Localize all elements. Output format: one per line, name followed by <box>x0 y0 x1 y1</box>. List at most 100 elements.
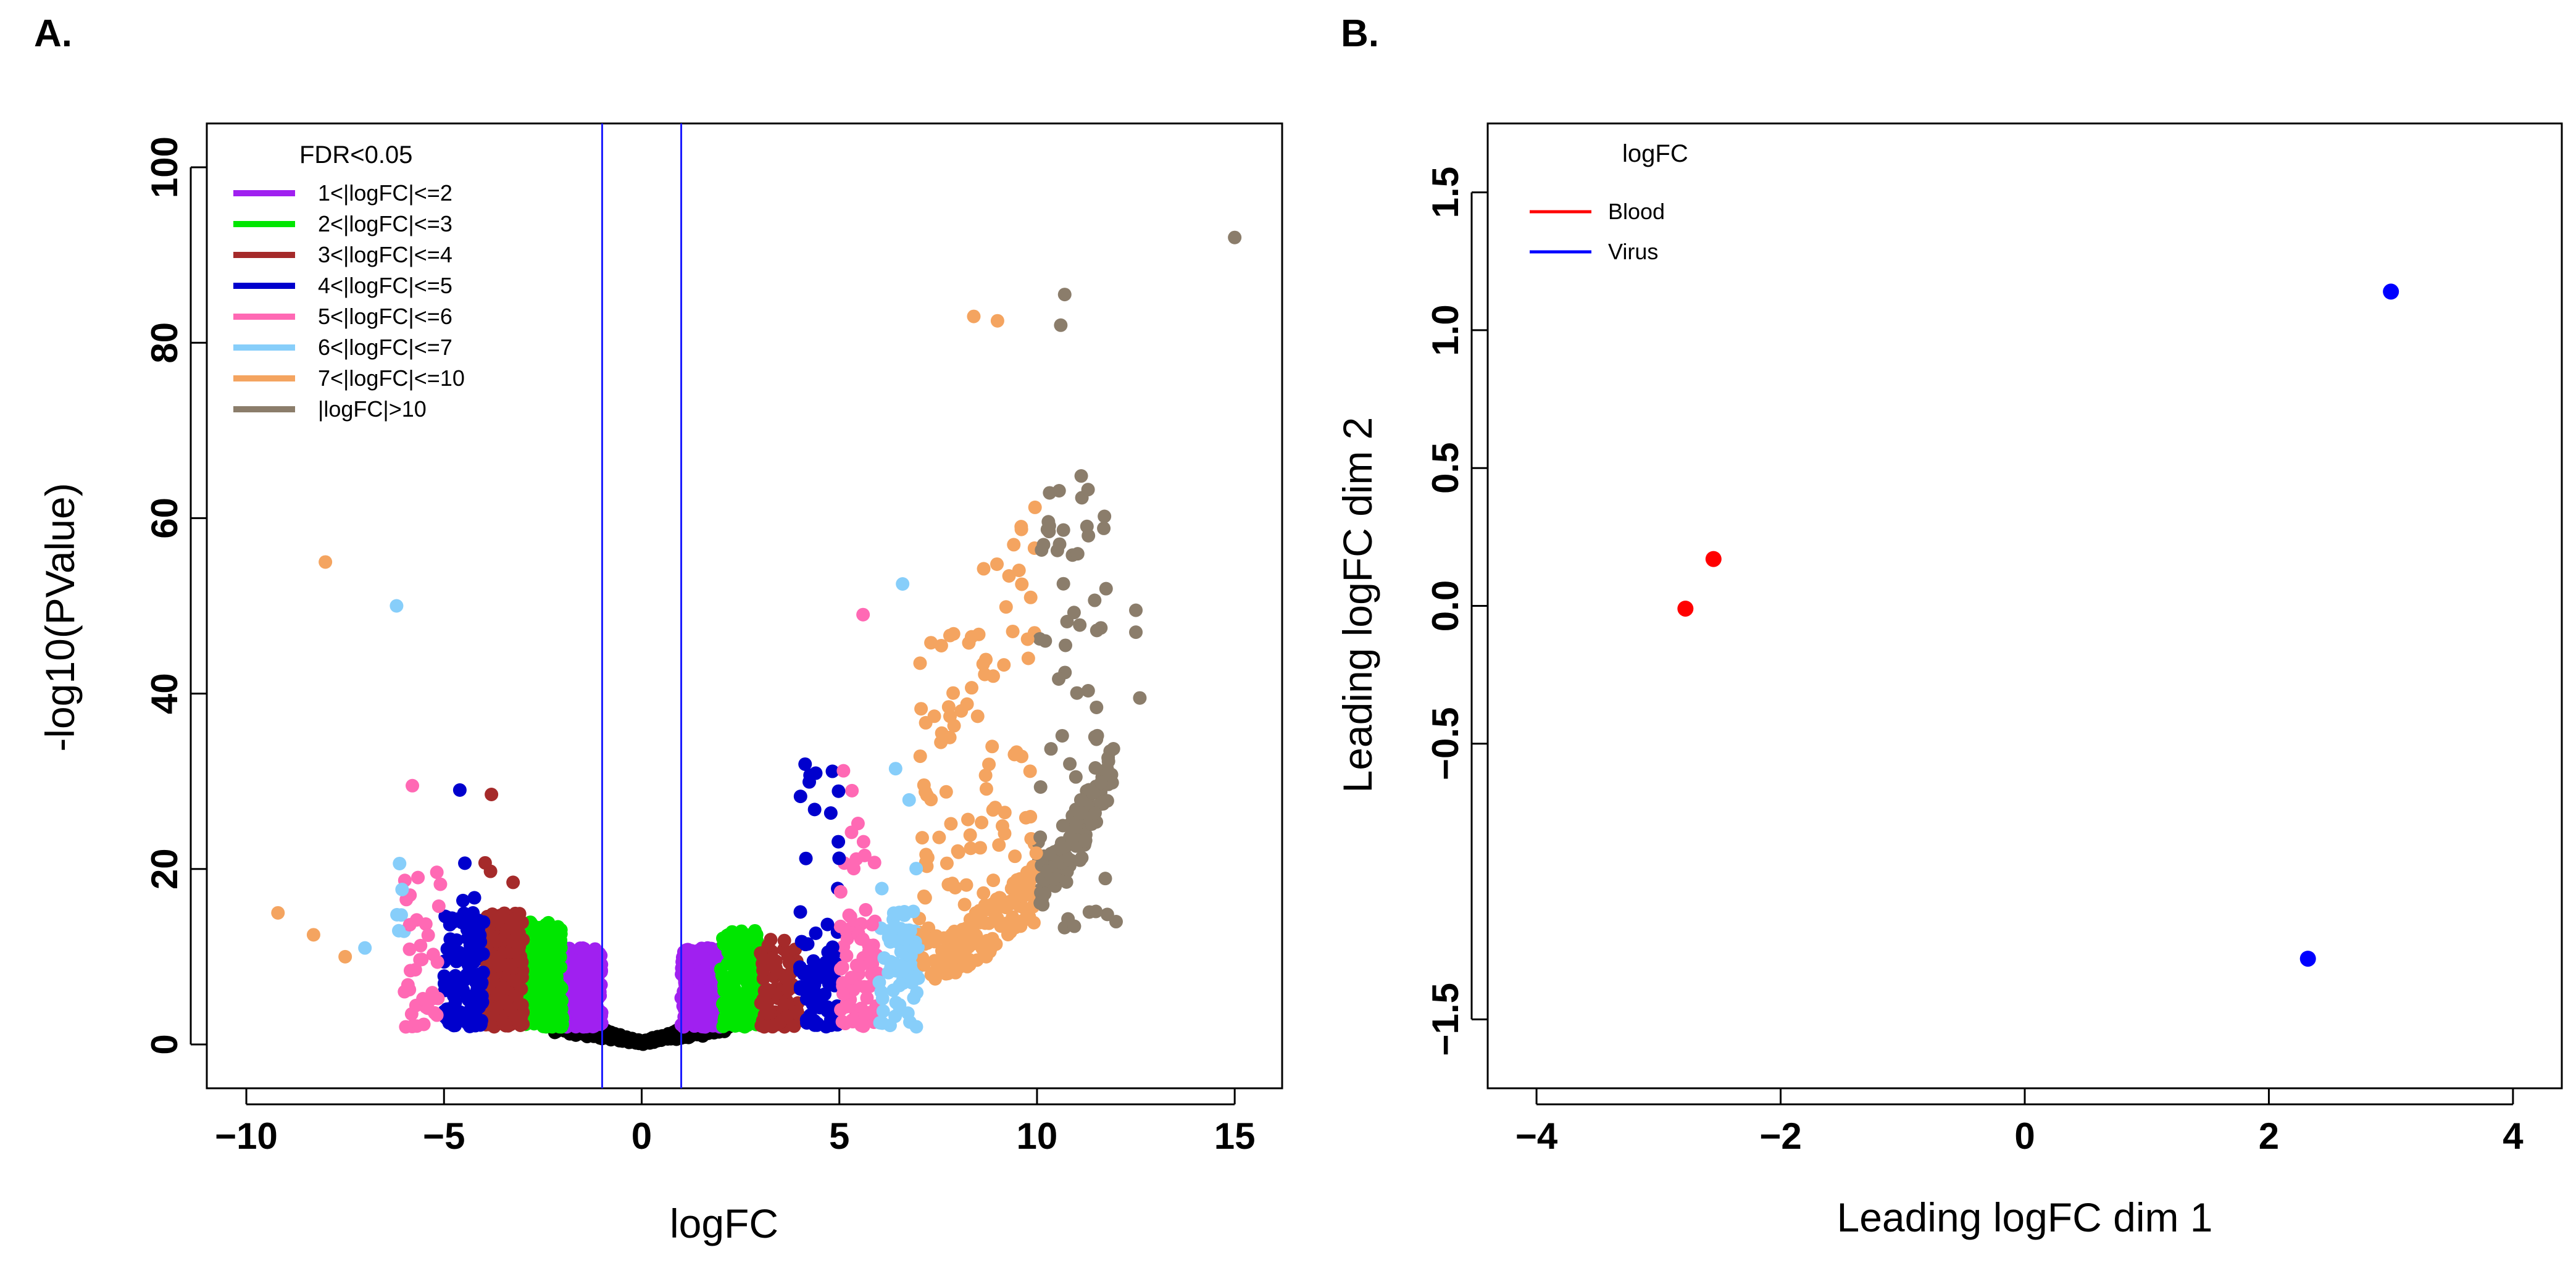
volcano-point <box>1023 590 1038 604</box>
volcano-point <box>1020 875 1034 889</box>
volcano-point <box>573 982 587 996</box>
volcano-point <box>906 904 920 919</box>
x-tick-label: 0 <box>2014 1115 2035 1157</box>
volcano-point <box>306 928 320 942</box>
volcano-point <box>531 958 546 972</box>
volcano-point <box>909 1020 923 1034</box>
x-tick-label: 10 <box>1017 1115 1058 1157</box>
volcano-point <box>840 999 854 1014</box>
volcano-point <box>948 965 962 980</box>
volcano-point <box>1069 770 1083 784</box>
volcano-point <box>1088 761 1103 775</box>
volcano-point <box>744 983 759 998</box>
volcano-point <box>798 938 812 952</box>
x-tick-label: −4 <box>1515 1115 1558 1157</box>
volcano-point <box>338 949 352 964</box>
volcano-point <box>814 970 828 984</box>
volcano-point <box>867 856 882 870</box>
volcano-point <box>1020 632 1035 646</box>
volcano-point <box>1075 806 1089 820</box>
volcano-x-axis: −10 −5 0 5 10 15 <box>215 1088 1256 1157</box>
volcano-point <box>697 1015 711 1030</box>
volcano-point <box>1023 885 1037 899</box>
volcano-point <box>856 932 870 946</box>
volcano-point <box>1133 691 1147 705</box>
volcano-point <box>730 990 744 1004</box>
y-tick-label: −1.5 <box>1425 983 1466 1056</box>
volcano-point <box>853 959 867 973</box>
volcano-point <box>1038 886 1052 901</box>
x-tick-label: −5 <box>423 1115 465 1157</box>
volcano-point <box>1086 786 1100 800</box>
volcano-point <box>1089 904 1103 919</box>
legend-entry-label: 2<|logFC|<=3 <box>318 211 452 236</box>
volcano-point <box>787 1019 801 1033</box>
volcano-point <box>419 917 433 931</box>
volcano-point <box>1074 469 1088 483</box>
volcano-point <box>770 1017 785 1031</box>
volcano-point <box>973 841 987 855</box>
volcano-point <box>411 870 425 885</box>
volcano-point <box>499 1017 513 1031</box>
volcano-point <box>567 1006 581 1020</box>
volcano-point <box>512 940 527 954</box>
y-tick-label: 0 <box>144 1034 185 1054</box>
volcano-point <box>504 1003 518 1017</box>
volcano-point <box>401 978 415 992</box>
volcano-point <box>951 845 965 859</box>
volcano-point <box>917 958 931 972</box>
volcano-point <box>456 893 470 907</box>
volcano-point <box>846 983 861 997</box>
volcano-point <box>858 1007 872 1022</box>
volcano-point <box>798 757 812 771</box>
volcano-point <box>749 928 764 942</box>
threshold-lines <box>601 123 683 1088</box>
volcano-point <box>1015 749 1029 764</box>
volcano-point <box>1028 500 1042 514</box>
volcano-point <box>1023 764 1037 778</box>
volcano-point <box>1129 603 1143 617</box>
volcano-point <box>513 954 527 969</box>
volcano-legend-title: FDR<0.05 <box>299 141 412 169</box>
volcano-point <box>932 830 946 844</box>
volcano-point <box>946 627 961 641</box>
volcano-point <box>490 987 504 1001</box>
mds-y-axis: −1.5 −0.5 0.0 0.5 1.0 1.5 <box>1425 167 1488 1056</box>
volcano-point <box>443 932 457 946</box>
x-tick-label: 0 <box>631 1115 652 1157</box>
volcano-point <box>801 964 815 978</box>
volcano-point <box>1060 615 1074 629</box>
mds-plot: −4 −2 0 2 4 −1.5 −0.5 0.0 0.5 1.0 1.5 Leading log… <box>1335 122 2563 1240</box>
volcano-point <box>969 928 983 943</box>
legend-entry-label: 7<|logFC|<=10 <box>318 365 465 391</box>
volcano-point <box>716 997 730 1011</box>
volcano-point <box>1129 625 1143 640</box>
volcano-point <box>1099 581 1113 596</box>
volcano-x-label: logFC <box>670 1201 778 1246</box>
volcano-point <box>859 902 873 917</box>
volcano-point <box>812 996 827 1010</box>
volcano-point <box>552 1005 567 1019</box>
y-tick-label: 1.0 <box>1425 304 1466 356</box>
volcano-point <box>844 825 859 840</box>
volcano-point <box>1055 728 1069 743</box>
volcano-point <box>1004 919 1019 933</box>
volcano-point <box>430 865 444 880</box>
volcano-point <box>928 954 942 968</box>
volcano-point <box>718 1018 732 1032</box>
volcano-point <box>541 978 556 992</box>
volcano-point <box>961 812 975 827</box>
volcano-point <box>451 913 465 927</box>
volcano-point <box>440 979 454 993</box>
volcano-point <box>585 1001 599 1015</box>
volcano-point <box>478 856 492 870</box>
x-tick-label: −10 <box>215 1115 278 1157</box>
volcano-point <box>807 1014 822 1028</box>
volcano-point <box>535 1001 549 1015</box>
volcano-point <box>985 740 999 754</box>
volcano-point <box>927 709 941 723</box>
volcano-point <box>740 940 754 954</box>
volcano-point <box>1059 875 1073 889</box>
volcano-point <box>390 599 404 613</box>
volcano-point <box>399 1020 413 1034</box>
